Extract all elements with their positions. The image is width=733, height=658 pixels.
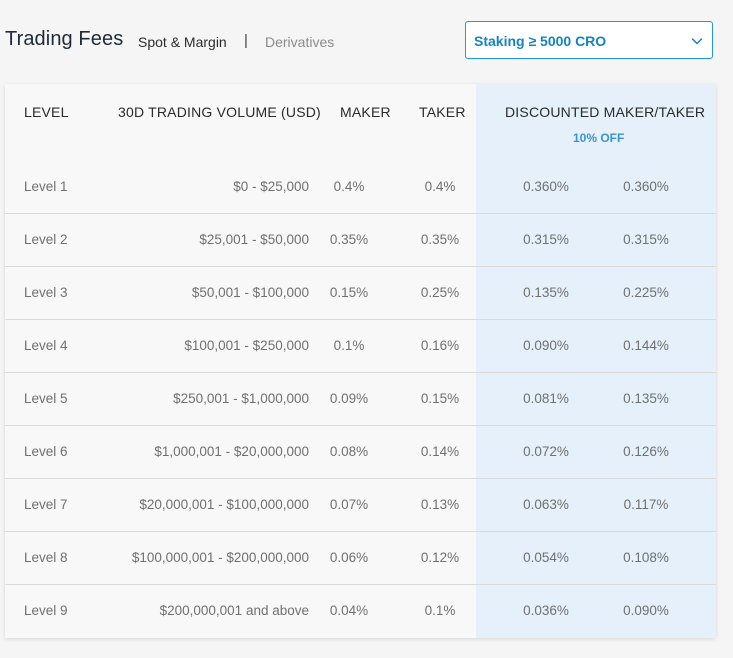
tab-derivatives[interactable]: Derivatives	[265, 34, 335, 50]
tab-spot-margin[interactable]: Spot & Margin	[138, 34, 227, 50]
row-discounted-taker-fee: 0.315%	[623, 232, 669, 247]
tab-separator: |	[244, 32, 248, 49]
row-maker-fee: 0.1%	[333, 338, 365, 353]
row-divider	[5, 319, 716, 320]
discount-column-highlight	[476, 84, 716, 638]
table-row: Level 7 $20,000,001 - $100,000,000 0.07% 0.…	[5, 479, 716, 532]
table-row: Level 4 $100,001 - $250,000 0.1% 0.16% 0.090…	[5, 320, 716, 373]
row-volume: $250,001 - $1,000,000	[173, 391, 309, 406]
row-taker-fee: 0.13%	[420, 497, 460, 512]
table-row: Level 1 $0 - $25,000 0.4% 0.4% 0.360% 0.360%	[5, 161, 716, 214]
row-volume: $100,000,001 - $200,000,000	[131, 550, 309, 565]
row-discounted-taker-fee: 0.108%	[623, 550, 669, 565]
table-row: Level 5 $250,001 - $1,000,000 0.09% 0.15% 0.…	[5, 373, 716, 426]
row-taker-fee: 0.1%	[424, 603, 456, 618]
row-volume: $200,000,001 and above	[159, 603, 309, 618]
table-row: Level 3 $50,001 - $100,000 0.15% 0.25% 0.135…	[5, 267, 716, 320]
row-discounted-maker-fee: 0.036%	[523, 603, 569, 618]
column-header-maker: MAKER	[340, 104, 391, 120]
row-discounted-maker-fee: 0.054%	[523, 550, 569, 565]
row-taker-fee: 0.14%	[420, 444, 460, 459]
column-header-taker: TAKER	[419, 104, 466, 120]
row-level: Level 4	[24, 338, 68, 353]
row-discounted-taker-fee: 0.090%	[623, 603, 669, 618]
table-row: Level 6 $1,000,001 - $20,000,000 0.08% 0.14…	[5, 426, 716, 479]
row-volume: $1,000,001 - $20,000,000	[154, 444, 309, 459]
row-maker-fee: 0.09%	[329, 391, 369, 406]
row-divider	[5, 531, 716, 532]
row-maker-fee: 0.07%	[329, 497, 369, 512]
column-header-volume: 30D TRADING VOLUME (USD)	[118, 104, 321, 120]
row-divider	[5, 266, 716, 267]
row-taker-fee: 0.15%	[420, 391, 460, 406]
row-volume: $0 - $25,000	[233, 179, 309, 194]
row-discounted-maker-fee: 0.063%	[523, 497, 569, 512]
row-volume: $25,001 - $50,000	[199, 232, 309, 247]
row-volume: $100,001 - $250,000	[184, 338, 309, 353]
discount-note: 10% OFF	[573, 131, 625, 145]
row-taker-fee: 0.16%	[420, 338, 460, 353]
table-row: Level 9 $200,000,001 and above 0.04% 0.1% 0.…	[5, 585, 716, 638]
row-divider	[5, 584, 716, 585]
column-header-level: LEVEL	[24, 104, 69, 120]
row-level: Level 6	[24, 444, 68, 459]
row-level: Level 1	[24, 179, 68, 194]
row-volume: $20,000,001 - $100,000,000	[139, 497, 309, 512]
row-discounted-maker-fee: 0.135%	[523, 285, 569, 300]
row-discounted-taker-fee: 0.135%	[623, 391, 669, 406]
row-discounted-taker-fee: 0.360%	[623, 179, 669, 194]
row-discounted-maker-fee: 0.072%	[523, 444, 569, 459]
row-maker-fee: 0.06%	[329, 550, 369, 565]
row-level: Level 8	[24, 550, 68, 565]
row-volume: $50,001 - $100,000	[191, 285, 309, 300]
row-taker-fee: 0.4%	[424, 179, 456, 194]
row-discounted-maker-fee: 0.081%	[523, 391, 569, 406]
row-discounted-taker-fee: 0.225%	[623, 285, 669, 300]
row-maker-fee: 0.4%	[333, 179, 365, 194]
row-maker-fee: 0.08%	[329, 444, 369, 459]
row-divider	[5, 213, 716, 214]
staking-tier-value: Staking ≥ 5000 CRO	[474, 33, 607, 49]
row-taker-fee: 0.12%	[420, 550, 460, 565]
row-discounted-maker-fee: 0.360%	[523, 179, 569, 194]
staking-tier-select[interactable]: Staking ≥ 5000 CRO	[465, 21, 713, 59]
row-divider	[5, 372, 716, 373]
row-taker-fee: 0.25%	[420, 285, 460, 300]
row-maker-fee: 0.04%	[329, 603, 369, 618]
table-row: Level 2 $25,001 - $50,000 0.35% 0.35% 0.315%…	[5, 214, 716, 267]
fee-table: LEVEL 30D TRADING VOLUME (USD) MAKER TAK…	[5, 84, 716, 638]
row-level: Level 9	[24, 603, 68, 618]
row-level: Level 5	[24, 391, 68, 406]
table-row: Level 8 $100,000,001 - $200,000,000 0.06% 0…	[5, 532, 716, 585]
page-title: Trading Fees	[5, 28, 124, 50]
row-discounted-taker-fee: 0.126%	[623, 444, 669, 459]
row-discounted-maker-fee: 0.090%	[523, 338, 569, 353]
column-header-discounted: DISCOUNTED MAKER/TAKER	[505, 104, 706, 120]
row-level: Level 2	[24, 232, 68, 247]
row-maker-fee: 0.35%	[329, 232, 369, 247]
row-divider	[5, 478, 716, 479]
row-taker-fee: 0.35%	[420, 232, 460, 247]
row-discounted-maker-fee: 0.315%	[523, 232, 569, 247]
chevron-down-icon	[691, 38, 703, 45]
row-level: Level 7	[24, 497, 68, 512]
row-maker-fee: 0.15%	[329, 285, 369, 300]
row-discounted-taker-fee: 0.144%	[623, 338, 669, 353]
row-level: Level 3	[24, 285, 68, 300]
row-divider	[5, 425, 716, 426]
row-discounted-taker-fee: 0.117%	[623, 497, 669, 512]
